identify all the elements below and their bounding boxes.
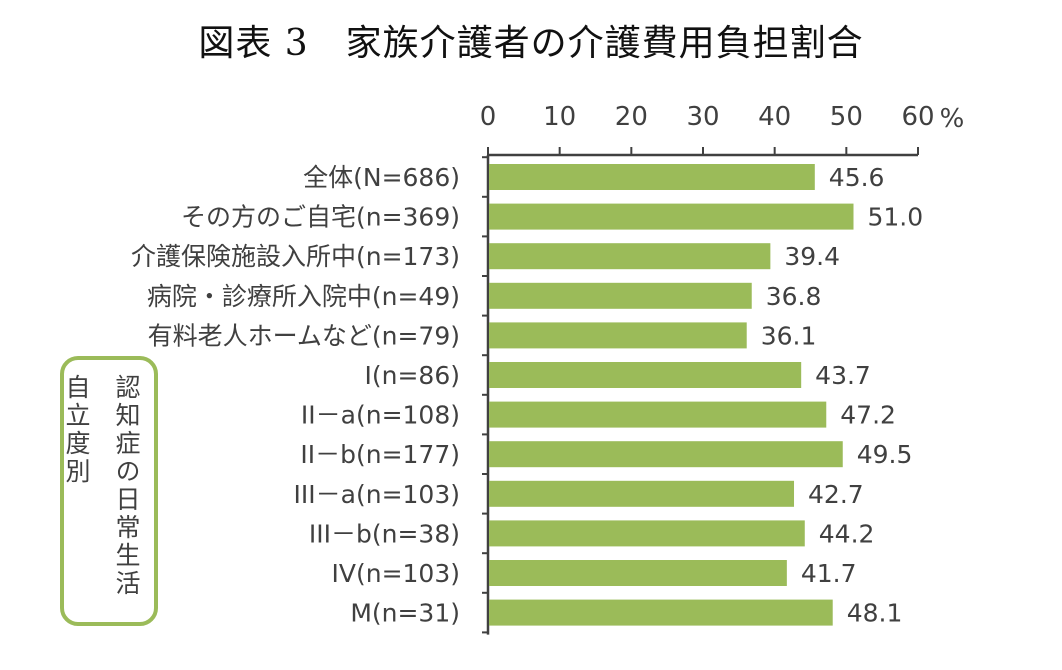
value-label: 49.5 [857,440,913,469]
group-label-dementia: 認知症の日常生活 [112,374,141,598]
category-label: 有料老人ホームなど(n=79) [148,321,460,350]
category-label: IV(n=103) [332,559,461,588]
category-label: III－b(n=38) [309,519,460,548]
value-label: 41.7 [801,559,857,588]
bar [489,164,815,190]
x-tick-label: 0 [480,102,497,132]
chart-title: 図表 3 家族介護者の介護費用負担割合 [198,23,864,64]
bar [489,599,833,626]
bar [489,480,795,507]
bar [489,560,787,586]
value-label: 51.0 [868,203,924,232]
labels-layer: 全体(N=686) 45.6 その方のご自宅(n=369) 51.0 介護保険施設入所中… [131,163,923,628]
category-label: II－b(n=177) [300,440,460,469]
bar [489,203,854,230]
category-label: III－a(n=103) [294,480,460,509]
value-label: 36.1 [761,321,817,350]
value-label: 44.2 [819,519,875,548]
category-label: 全体(N=686) [303,163,460,192]
value-label: 43.7 [815,361,871,390]
value-label: 36.8 [766,282,822,311]
group-label-independence: 自立度別 [62,374,91,486]
x-tick-label: 40 [758,102,791,132]
bar [489,362,802,388]
axis-layer: 0 10 20 30 40 50 60% [480,102,965,635]
value-label: 47.2 [840,401,896,430]
x-tick-label: 50 [830,102,863,132]
x-tick-label: 60 [901,102,934,132]
x-tick-label: 20 [615,102,648,132]
bar [489,243,771,270]
category-label: I(n=86) [365,361,460,390]
bar [489,282,752,309]
group-bracket-box [60,356,158,626]
x-tick-label: 30 [686,102,719,132]
bars-layer [489,164,854,626]
category-label: II－a(n=108) [301,401,460,430]
bar [489,520,805,547]
x-axis-unit: % [940,104,965,134]
category-label: その方のご自宅(n=369) [181,203,460,232]
category-label: 病院・診療所入院中(n=49) [147,282,460,311]
bar [489,441,843,468]
bar [489,401,827,428]
category-label: M(n=31) [350,599,460,628]
x-tick-label: 10 [543,102,576,132]
value-label: 42.7 [808,480,864,509]
category-label: 介護保険施設入所中(n=173) [131,242,460,271]
value-label: 45.6 [829,163,885,192]
value-label: 48.1 [847,599,903,628]
bar [489,322,747,349]
value-label: 39.4 [784,242,840,271]
